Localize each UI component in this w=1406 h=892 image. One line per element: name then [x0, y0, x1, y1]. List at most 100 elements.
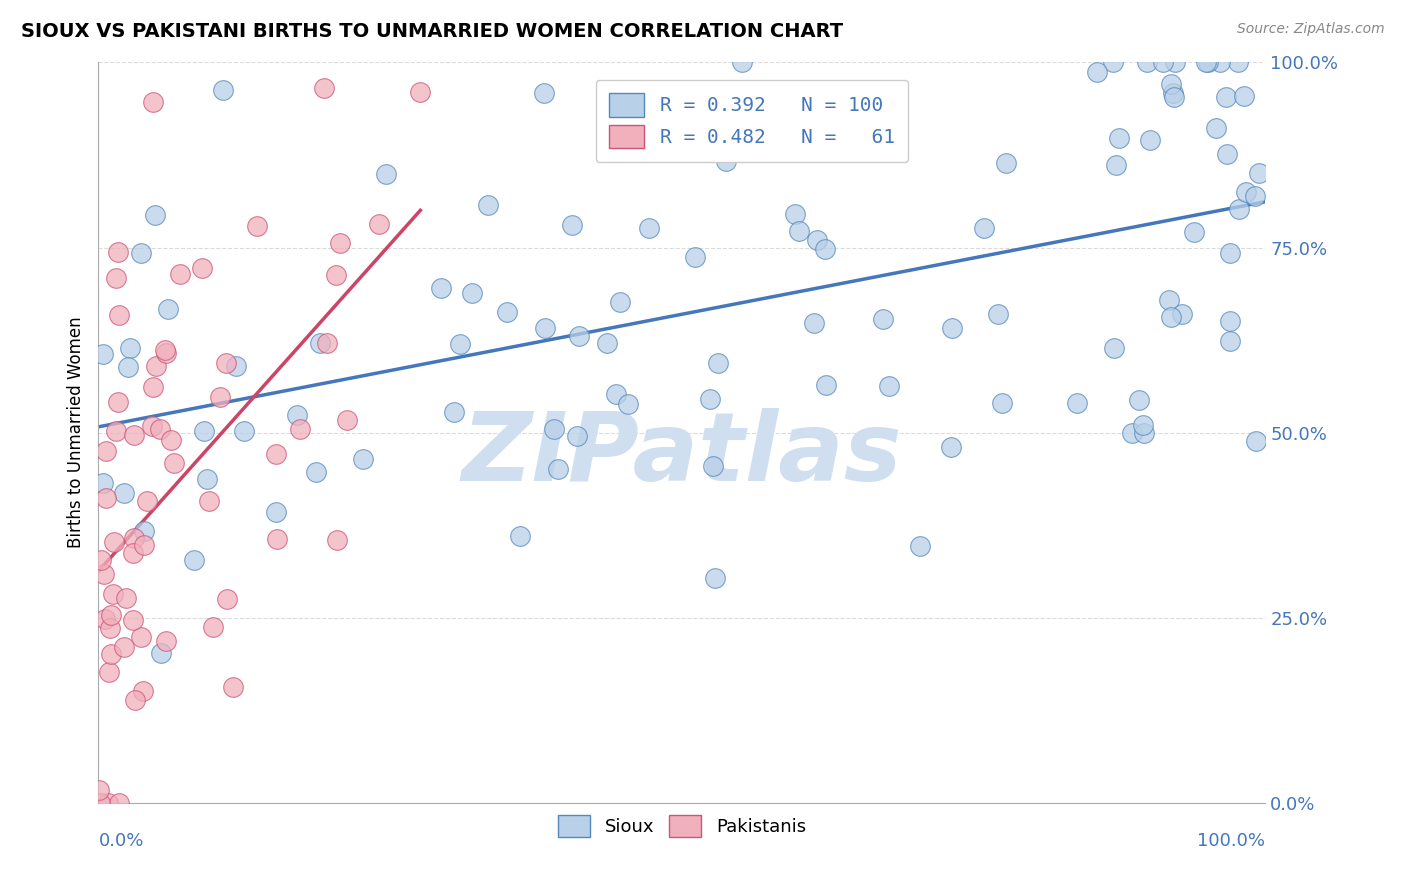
- Point: [1249, 166, 1271, 180]
- Point: [233, 424, 256, 438]
- Point: [1121, 426, 1143, 441]
- Point: [683, 251, 706, 265]
- Point: [477, 197, 499, 211]
- Point: [699, 392, 721, 406]
- Point: [124, 428, 146, 442]
- Point: [973, 221, 995, 235]
- Point: [1215, 147, 1237, 161]
- Point: [1157, 293, 1180, 307]
- Legend: Sioux, Pakistanis: Sioux, Pakistanis: [548, 805, 815, 846]
- Point: [316, 335, 339, 350]
- Point: [352, 451, 374, 466]
- Point: [1219, 334, 1241, 348]
- Point: [787, 224, 810, 238]
- Point: [987, 307, 1010, 321]
- Point: [509, 529, 531, 543]
- Point: [731, 55, 754, 70]
- Point: [329, 236, 352, 251]
- Point: [155, 346, 177, 360]
- Point: [1105, 158, 1128, 172]
- Point: [100, 608, 122, 623]
- Point: [1108, 131, 1130, 145]
- Point: [290, 422, 312, 436]
- Point: [112, 640, 135, 654]
- Point: [97, 796, 120, 810]
- Point: [183, 553, 205, 567]
- Point: [533, 86, 555, 100]
- Point: [202, 620, 225, 634]
- Point: [1128, 393, 1150, 408]
- Point: [714, 153, 737, 168]
- Point: [195, 472, 218, 486]
- Point: [266, 533, 288, 547]
- Point: [547, 462, 569, 476]
- Point: [1205, 121, 1227, 136]
- Point: [93, 566, 115, 581]
- Text: 100.0%: 100.0%: [1198, 832, 1265, 850]
- Point: [100, 621, 122, 635]
- Point: [1219, 246, 1241, 260]
- Point: [112, 486, 135, 500]
- Point: [908, 539, 931, 553]
- Point: [157, 302, 180, 317]
- Point: [122, 614, 145, 628]
- Point: [141, 419, 163, 434]
- Point: [1136, 55, 1159, 70]
- Point: [91, 475, 114, 490]
- Point: [430, 281, 453, 295]
- Point: [449, 337, 471, 351]
- Point: [814, 242, 837, 256]
- Point: [609, 294, 631, 309]
- Point: [814, 377, 837, 392]
- Point: [561, 218, 583, 232]
- Point: [305, 465, 328, 479]
- Point: [543, 422, 565, 436]
- Point: [131, 683, 153, 698]
- Point: [122, 546, 145, 560]
- Point: [124, 693, 146, 707]
- Point: [89, 796, 111, 810]
- Point: [325, 268, 347, 283]
- Point: [193, 424, 215, 438]
- Point: [209, 390, 232, 404]
- Point: [107, 395, 129, 409]
- Point: [89, 783, 111, 797]
- Point: [941, 440, 963, 454]
- Point: [155, 633, 177, 648]
- Point: [785, 207, 807, 221]
- Point: [1219, 314, 1241, 328]
- Point: [91, 346, 114, 360]
- Point: [1161, 86, 1184, 100]
- Point: [129, 245, 152, 260]
- Point: [803, 316, 825, 330]
- Point: [534, 320, 557, 334]
- Point: [1195, 55, 1218, 70]
- Point: [1139, 133, 1161, 147]
- Point: [90, 553, 112, 567]
- Point: [98, 665, 121, 679]
- Point: [264, 447, 287, 461]
- Point: [1133, 426, 1156, 441]
- Point: [117, 359, 139, 374]
- Point: [198, 494, 221, 508]
- Point: [1227, 202, 1250, 216]
- Point: [1087, 64, 1109, 78]
- Point: [312, 81, 335, 95]
- Point: [212, 83, 235, 97]
- Point: [1234, 185, 1257, 199]
- Point: [94, 443, 117, 458]
- Point: [617, 397, 640, 411]
- Point: [142, 380, 165, 394]
- Point: [163, 456, 186, 470]
- Point: [169, 268, 191, 282]
- Point: [105, 270, 128, 285]
- Text: Source: ZipAtlas.com: Source: ZipAtlas.com: [1237, 22, 1385, 37]
- Point: [160, 434, 183, 448]
- Point: [100, 647, 122, 661]
- Point: [1163, 90, 1185, 104]
- Point: [565, 428, 588, 442]
- Point: [1226, 55, 1249, 70]
- Point: [103, 535, 125, 549]
- Point: [131, 630, 153, 644]
- Point: [1066, 396, 1088, 410]
